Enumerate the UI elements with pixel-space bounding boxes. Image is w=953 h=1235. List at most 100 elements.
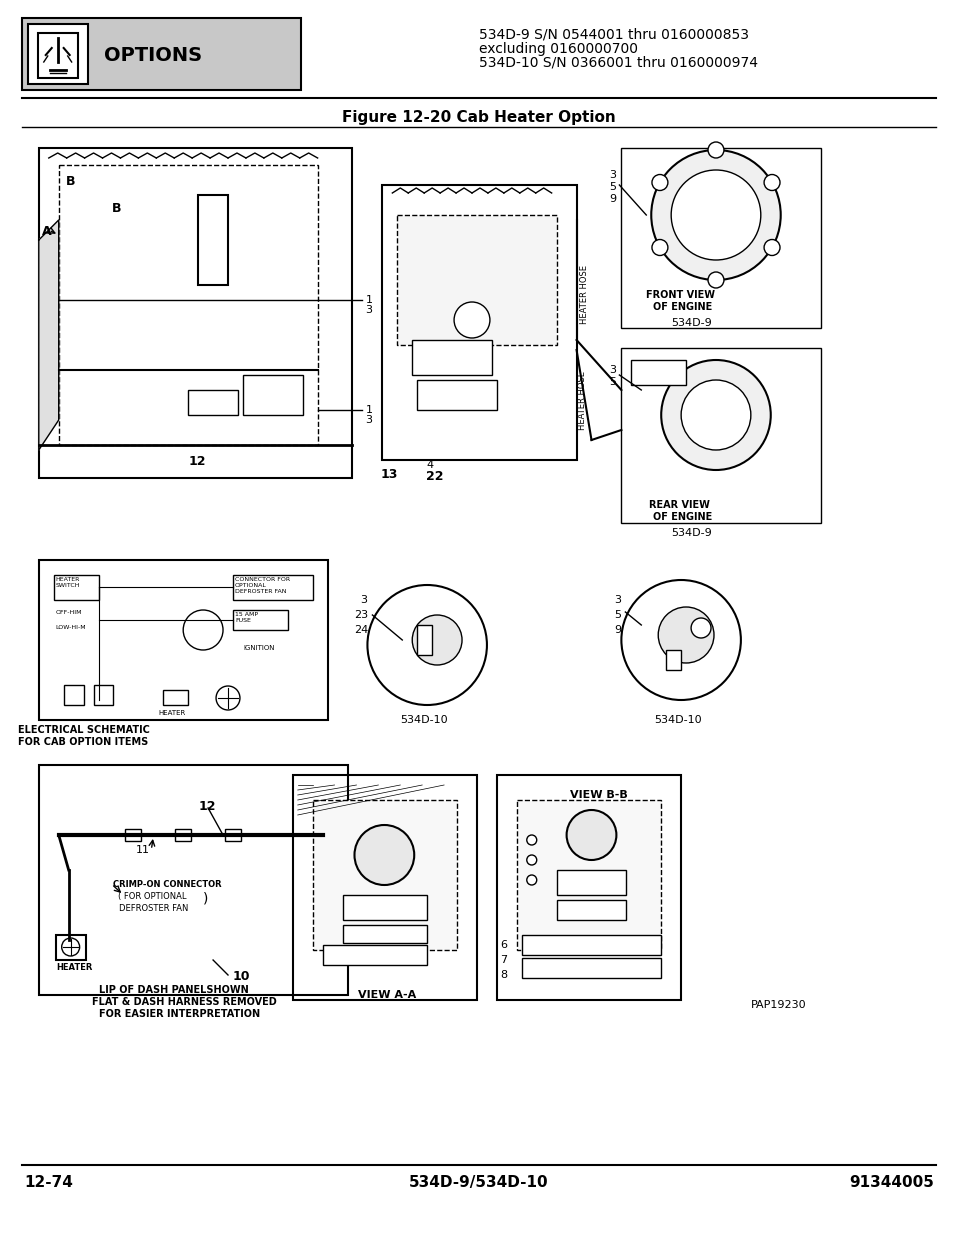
Text: 24: 24 <box>355 625 369 635</box>
Text: 534D-10 S/N 0366001 thru 0160000974: 534D-10 S/N 0366001 thru 0160000974 <box>478 56 758 70</box>
Text: VIEW A-A: VIEW A-A <box>358 990 416 1000</box>
Bar <box>198 195 228 285</box>
Circle shape <box>707 142 723 158</box>
Bar <box>188 390 237 415</box>
Text: OPTIONS: OPTIONS <box>104 46 201 65</box>
Text: OF ENGINE: OF ENGINE <box>653 303 712 312</box>
Circle shape <box>763 174 780 190</box>
Text: LIP OF DASH PANELSHOWN: LIP OF DASH PANELSHOWN <box>98 986 248 995</box>
Bar <box>243 375 302 415</box>
Circle shape <box>566 810 616 860</box>
Text: 7: 7 <box>499 955 506 965</box>
Text: Figure 12-20 Cab Heater Option: Figure 12-20 Cab Heater Option <box>342 110 616 125</box>
Text: 8: 8 <box>499 969 506 981</box>
Text: 11: 11 <box>135 845 150 855</box>
Bar <box>59 165 317 445</box>
Text: 3: 3 <box>365 305 372 315</box>
Bar <box>53 576 98 600</box>
Text: 534D-10: 534D-10 <box>400 715 448 725</box>
Circle shape <box>707 272 723 288</box>
Bar <box>396 215 556 345</box>
Text: 3: 3 <box>365 415 372 425</box>
Bar <box>620 348 820 522</box>
Text: 1: 1 <box>365 295 372 305</box>
Text: 534D-10: 534D-10 <box>654 715 701 725</box>
Text: 3: 3 <box>609 170 616 180</box>
Circle shape <box>620 580 740 700</box>
Text: REAR VIEW: REAR VIEW <box>649 500 709 510</box>
Circle shape <box>651 174 667 190</box>
Circle shape <box>367 585 486 705</box>
Text: HEATER
SWITCH: HEATER SWITCH <box>55 577 80 588</box>
Text: OF ENGINE: OF ENGINE <box>653 513 712 522</box>
Bar <box>93 685 113 705</box>
Text: FOR EASIER INTERPRETATION: FOR EASIER INTERPRETATION <box>98 1009 259 1019</box>
Circle shape <box>526 876 537 885</box>
Bar <box>416 380 497 410</box>
Bar <box>293 776 476 1000</box>
Text: 12: 12 <box>188 454 206 468</box>
Text: OFF-HIM: OFF-HIM <box>55 610 82 615</box>
Bar <box>342 895 427 920</box>
Circle shape <box>215 685 240 710</box>
Polygon shape <box>39 220 59 450</box>
Text: 534D-9: 534D-9 <box>671 317 711 329</box>
Bar <box>175 829 191 841</box>
Text: CONNECTOR FOR
OPTIONAL
DEFROSTER FAN: CONNECTOR FOR OPTIONAL DEFROSTER FAN <box>234 577 290 594</box>
Text: FRONT VIEW: FRONT VIEW <box>645 290 715 300</box>
Circle shape <box>526 835 537 845</box>
Text: 1: 1 <box>365 405 372 415</box>
Text: VIEW B-B: VIEW B-B <box>569 790 627 800</box>
Text: FLAT & DASH HARNESS REMOVED: FLAT & DASH HARNESS REMOVED <box>91 997 276 1007</box>
Text: FOR CAB OPTION ITEMS: FOR CAB OPTION ITEMS <box>18 737 149 747</box>
Text: B: B <box>66 175 75 188</box>
Text: 9: 9 <box>609 194 616 204</box>
Bar <box>620 148 820 329</box>
Text: 5: 5 <box>614 610 620 620</box>
Circle shape <box>660 359 770 471</box>
Bar <box>233 610 288 630</box>
Bar <box>38 33 77 78</box>
Text: 15 AMP
FUSE: 15 AMP FUSE <box>234 613 257 622</box>
Circle shape <box>690 618 710 638</box>
Text: DEFROSTER FAN: DEFROSTER FAN <box>119 904 189 913</box>
Circle shape <box>680 380 750 450</box>
Bar <box>225 829 241 841</box>
Text: 6: 6 <box>499 940 506 950</box>
Bar <box>497 776 680 1000</box>
Text: CRIMP-ON CONNECTOR: CRIMP-ON CONNECTOR <box>113 881 222 889</box>
Text: 12-74: 12-74 <box>24 1174 72 1191</box>
Bar <box>521 958 660 978</box>
Bar <box>22 19 300 90</box>
Bar <box>521 935 660 955</box>
Bar <box>39 764 347 995</box>
Bar <box>64 685 84 705</box>
Circle shape <box>526 855 537 864</box>
Circle shape <box>412 615 461 664</box>
Bar <box>556 900 626 920</box>
Text: 534D-9/534D-10: 534D-9/534D-10 <box>409 1174 548 1191</box>
Bar <box>125 829 141 841</box>
Bar <box>163 690 188 705</box>
Text: HEATER: HEATER <box>56 963 93 972</box>
Text: ( FOR OPTIONAL: ( FOR OPTIONAL <box>118 892 187 902</box>
Text: 534D-9: 534D-9 <box>671 529 711 538</box>
Text: 5: 5 <box>609 182 616 191</box>
Bar <box>665 650 680 671</box>
Bar <box>342 925 427 944</box>
Text: ): ) <box>203 892 209 906</box>
Bar <box>322 945 427 965</box>
Text: 534D-9 S/N 0544001 thru 0160000853: 534D-9 S/N 0544001 thru 0160000853 <box>478 28 748 42</box>
Bar <box>556 869 626 895</box>
Text: B: B <box>112 203 121 215</box>
Circle shape <box>658 606 713 663</box>
Text: 91344005: 91344005 <box>848 1174 933 1191</box>
Circle shape <box>183 610 223 650</box>
Text: 4: 4 <box>426 459 433 471</box>
Text: IGNITION: IGNITION <box>243 645 274 651</box>
Text: 23: 23 <box>355 610 368 620</box>
Text: PAP19230: PAP19230 <box>750 1000 805 1010</box>
Bar <box>28 23 88 84</box>
Text: 3: 3 <box>609 366 616 375</box>
Circle shape <box>671 170 760 261</box>
